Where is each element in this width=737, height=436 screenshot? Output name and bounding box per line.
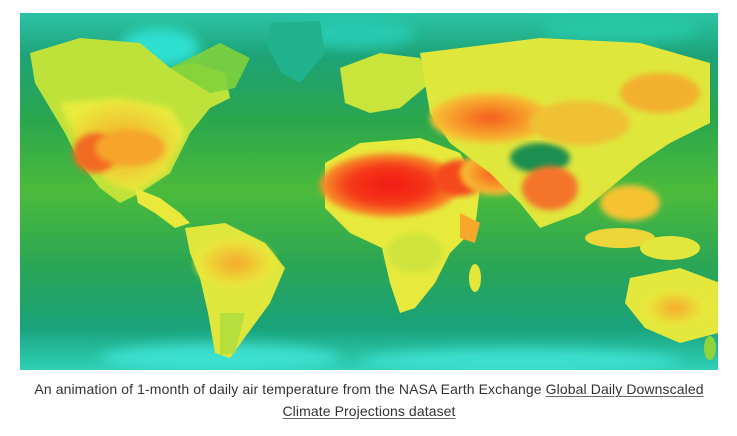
- temperature-map: [20, 13, 718, 370]
- africa: [320, 138, 485, 313]
- caption-text: An animation of 1-month of daily air tem…: [34, 381, 546, 397]
- madagascar: [469, 264, 481, 292]
- north-america: [30, 38, 250, 228]
- new-zealand: [704, 336, 716, 360]
- australia: [625, 268, 718, 343]
- europe: [340, 53, 430, 113]
- dataset-link[interactable]: Global Daily Downscaled Climate Projecti…: [282, 381, 704, 419]
- world-temperature-map: [20, 13, 718, 370]
- map-caption: An animation of 1-month of daily air tem…: [20, 378, 718, 422]
- polar-regions: [100, 14, 700, 370]
- southeast-asia: [585, 228, 700, 260]
- south-america: [185, 223, 285, 358]
- greenland: [268, 21, 325, 83]
- asia: [420, 38, 710, 228]
